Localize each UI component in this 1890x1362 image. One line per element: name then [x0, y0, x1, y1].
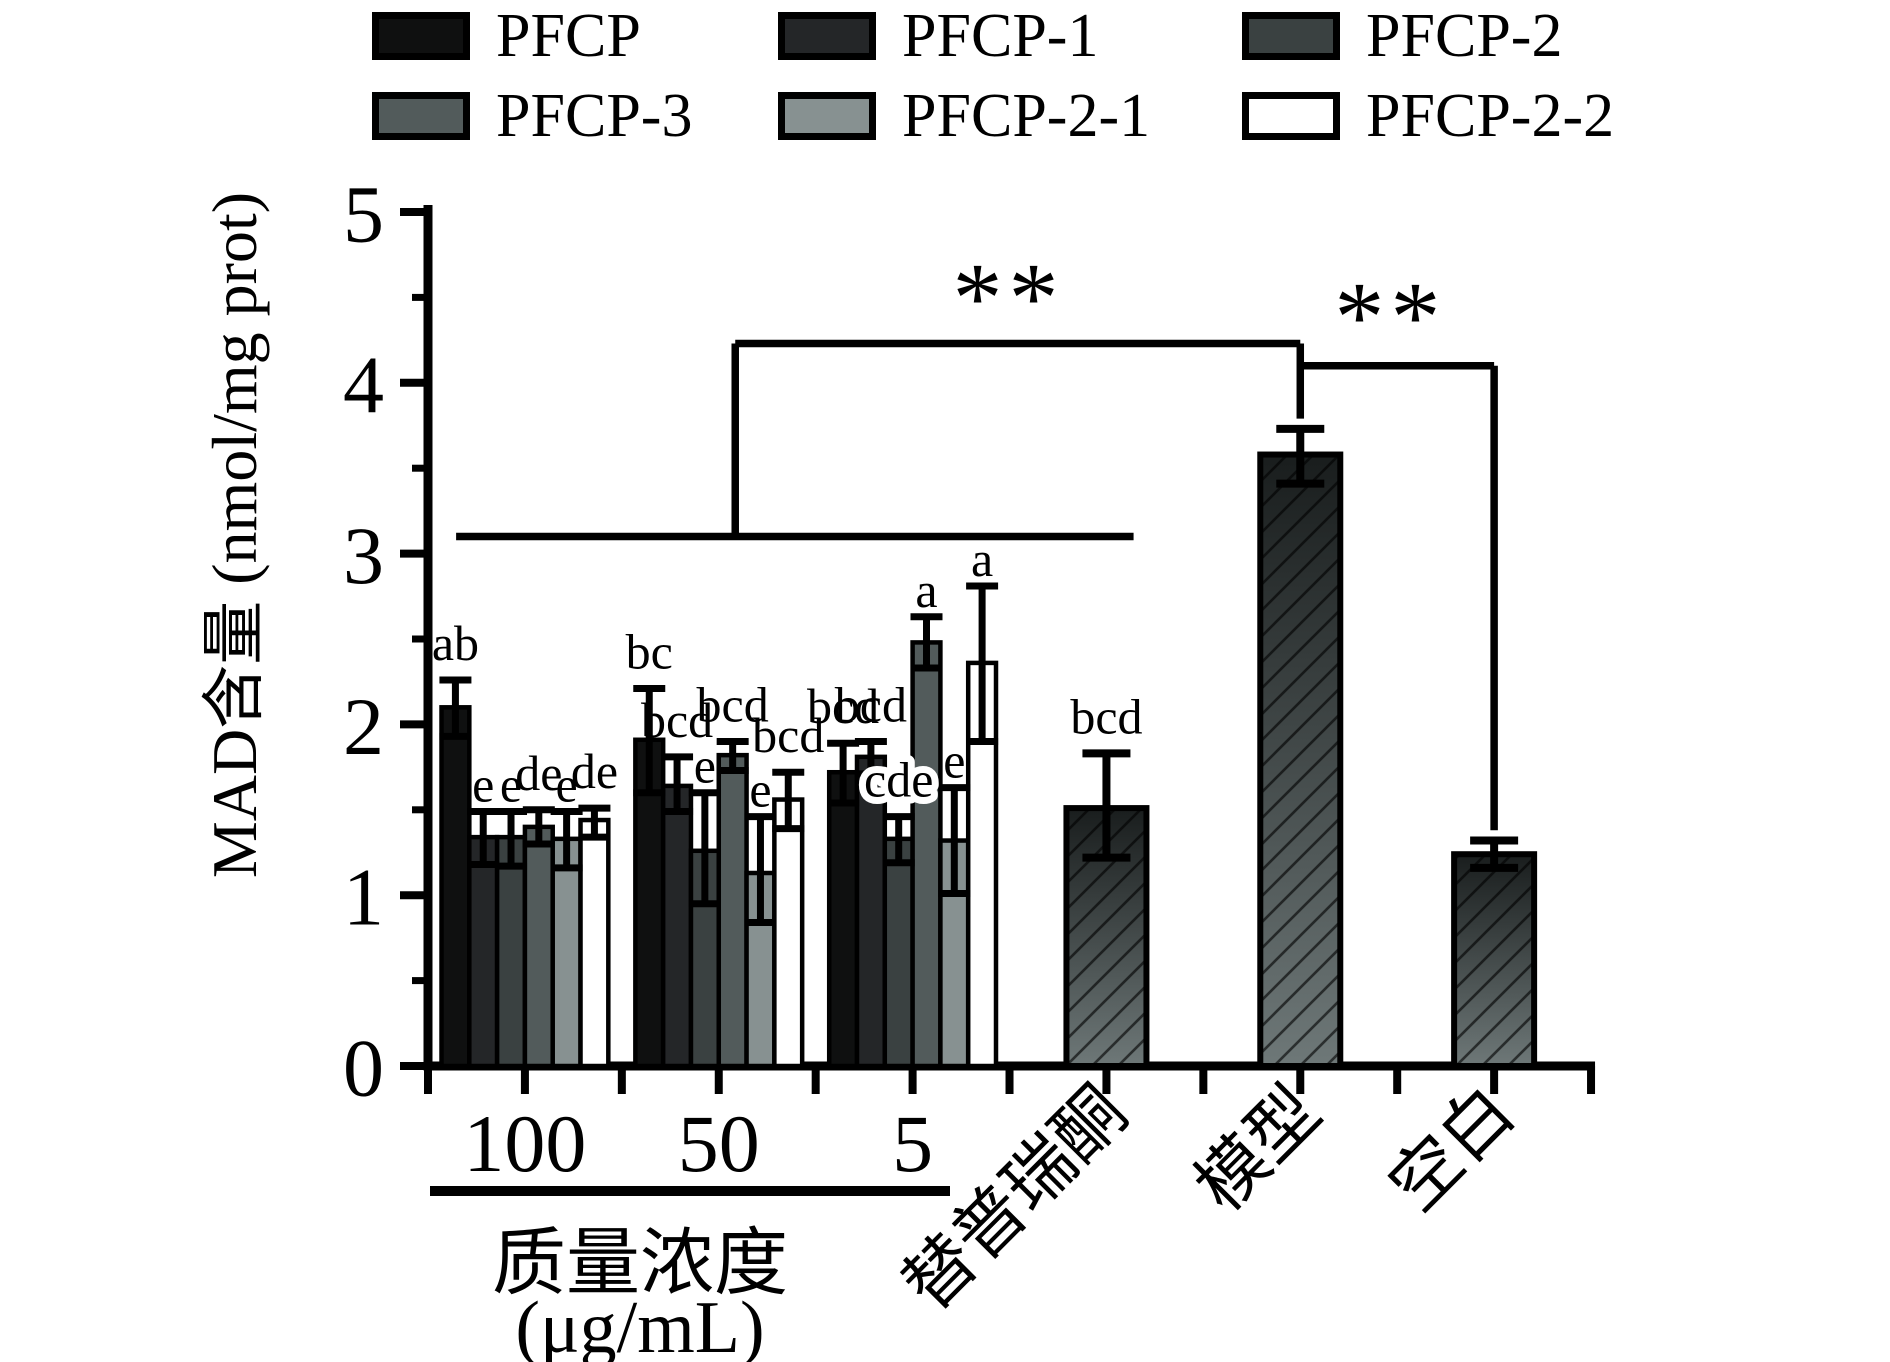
y-tick-label: 1 — [343, 852, 384, 943]
sig-letter: bcd — [1070, 688, 1142, 744]
significance-stars: ** — [1334, 261, 1446, 372]
error-bar — [716, 737, 749, 775]
bar-100-PFCP-3 — [522, 824, 555, 1069]
sig-letter: bcd — [752, 707, 824, 763]
legend-item-pfcp: PFCP — [372, 2, 641, 70]
error-bar — [1276, 424, 1325, 488]
error-bar — [827, 739, 860, 807]
sig-letter: e — [500, 757, 522, 813]
sig-letter: e — [694, 738, 716, 794]
error-bar — [854, 737, 887, 778]
y-tick-label: 4 — [343, 339, 384, 430]
bar-100-PFCP-2 — [494, 834, 528, 1069]
sig-letter: e — [556, 757, 578, 813]
bar-5-PFCP — [826, 769, 860, 1069]
error-bar — [633, 685, 666, 797]
legend-item-pfcp-3: PFCP-3 — [372, 82, 693, 150]
legend-swatch-pfcp-2 — [1242, 12, 1340, 60]
sig-letter: e — [943, 733, 965, 789]
error-bar — [882, 813, 915, 867]
bar-100-PFCP-2-1 — [550, 836, 583, 1069]
sig-letter: bcd — [835, 676, 907, 732]
x-group-label: 50 — [678, 1098, 760, 1189]
sig-letter: a — [971, 531, 993, 587]
error-bar — [1470, 836, 1519, 872]
error-bar — [966, 582, 999, 745]
significance-stars: ** — [953, 242, 1065, 353]
bar-100-PFCP-2-2 — [578, 817, 611, 1069]
x-axis-title-units: (μg/mL) — [515, 1287, 764, 1362]
sig-letter: bcd — [697, 676, 769, 732]
y-tick-label: 5 — [343, 169, 384, 260]
sig-letter: bc — [626, 624, 673, 680]
y-tick-label: 3 — [343, 510, 384, 601]
y-tick-label: 2 — [343, 681, 384, 772]
bar-5-PFCP-2-2 — [965, 660, 999, 1069]
legend-swatch-pfcp — [372, 12, 470, 60]
bar-50-PFCP-3 — [716, 752, 749, 1069]
legend-swatch-pfcp-1 — [778, 12, 876, 60]
error-bar — [688, 789, 721, 908]
y-tick-label: 0 — [343, 1023, 384, 1114]
error-bar — [1082, 749, 1131, 862]
legend-label: PFCP-1 — [902, 2, 1099, 70]
x-group-label: 100 — [463, 1098, 586, 1189]
bar-空白 — [1451, 851, 1538, 1070]
error-bar — [772, 768, 805, 833]
legend-swatch-pfcp-2-1 — [778, 92, 876, 140]
bar-100-PFCP-1 — [467, 834, 500, 1069]
legend-label: PFCP-3 — [496, 82, 693, 150]
y-axis-title: MAD含量 (nmol/mg prot) — [199, 192, 270, 878]
legend-item-pfcp-2: PFCP-2 — [1242, 2, 1563, 70]
sig-letter: de — [515, 745, 562, 801]
legend-item-pfcp-2-1: PFCP-2-1 — [778, 82, 1151, 150]
error-bar — [467, 808, 500, 868]
legend-swatch-pfcp-3 — [372, 92, 470, 140]
bar-100-PFCP — [439, 705, 472, 1069]
x-group-label: 5 — [892, 1098, 933, 1189]
x-axis-title: 质量浓度 — [492, 1223, 788, 1305]
error-bar — [522, 806, 555, 848]
error-bar — [910, 613, 943, 672]
error-bar — [661, 753, 694, 816]
sig-letter: ab — [432, 615, 479, 671]
error-bar — [550, 808, 583, 872]
legend-item-pfcp-1: PFCP-1 — [778, 2, 1099, 70]
error-bar — [578, 804, 611, 841]
legend-label: PFCP-2 — [1366, 2, 1563, 70]
legend-label: PFCP-2-1 — [902, 82, 1151, 150]
error-bar — [744, 813, 777, 927]
error-bar — [495, 808, 528, 870]
sig-letter: de — [571, 743, 618, 799]
bar-模型 — [1257, 451, 1344, 1069]
x-rotated-label: 空白 — [1376, 1073, 1529, 1226]
sig-letter: e — [472, 757, 494, 813]
error-bar — [938, 784, 971, 897]
legend-label: PFCP — [496, 2, 641, 70]
bar-50-PFCP-2-2 — [772, 797, 805, 1069]
legend-item-pfcp-2-2: PFCP-2-2 — [1242, 82, 1615, 150]
sig-letter: bcd — [807, 678, 879, 734]
bar-50-PFCP-1 — [660, 783, 694, 1069]
bar-5-PFCP-2 — [882, 836, 915, 1069]
sig-letter: e — [749, 762, 771, 818]
sig-letter: cde — [864, 752, 933, 808]
legend-swatch-pfcp-2-2 — [1242, 92, 1340, 140]
legend-label: PFCP-2-2 — [1366, 82, 1615, 150]
bar-5-PFCP-3 — [910, 640, 943, 1069]
sig-letter: a — [915, 562, 937, 618]
error-bar — [439, 676, 472, 740]
x-rotated-label: 模型 — [1182, 1073, 1335, 1226]
sig-letter: bcd — [641, 692, 713, 748]
